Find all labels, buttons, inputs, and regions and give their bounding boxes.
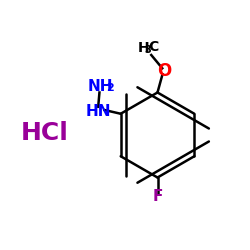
Text: C: C	[148, 40, 158, 54]
Text: NH: NH	[88, 79, 114, 94]
Text: F: F	[152, 189, 163, 204]
Text: 2: 2	[106, 83, 114, 93]
Text: HCl: HCl	[21, 120, 69, 144]
Text: 3: 3	[144, 44, 151, 54]
Text: HN: HN	[86, 104, 111, 119]
Text: H: H	[138, 40, 149, 54]
Text: O: O	[156, 62, 171, 80]
